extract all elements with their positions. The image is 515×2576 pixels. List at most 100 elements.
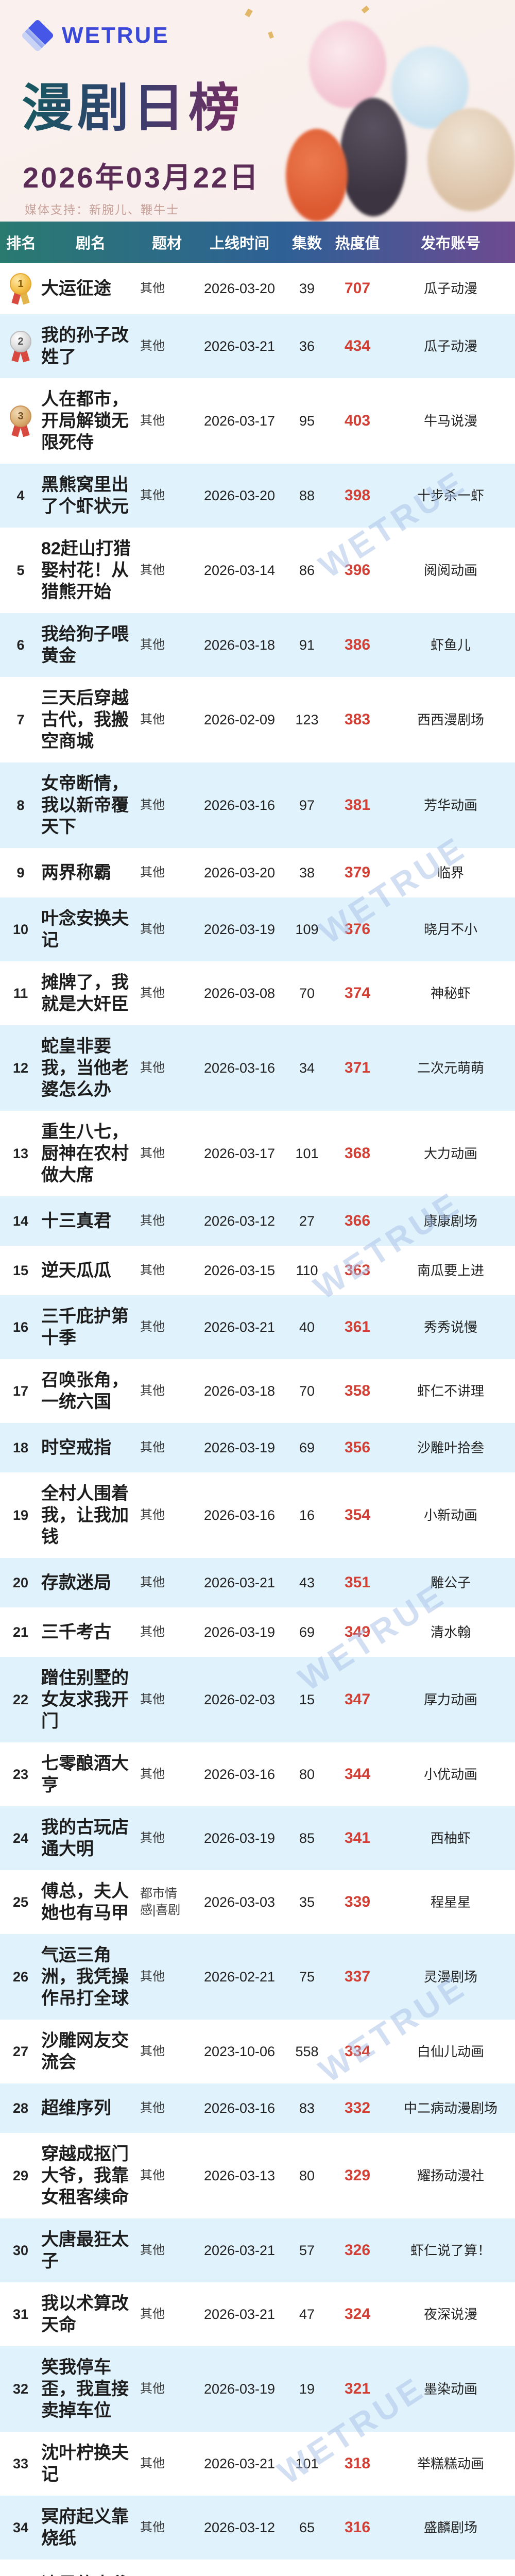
table-row: 27 沙雕网友交流会 其他 2023-10-06 558 334 白仙儿动画 — [0, 2020, 515, 2083]
media-support-line: 媒体支持：新腕儿、鞭牛士 — [25, 203, 179, 216]
cell-heat: 341 — [344, 1829, 371, 1846]
cell-episodes: 95 — [299, 413, 315, 429]
cell-heat: 351 — [344, 1574, 371, 1591]
cell-date: 2026-03-19 — [203, 921, 276, 937]
cell-rank: 5 — [16, 562, 25, 578]
cell-date: 2026-03-12 — [203, 1213, 276, 1229]
cell-publisher: 十步杀一虾 — [417, 488, 484, 503]
cell-publisher: 白仙儿动画 — [417, 2044, 484, 2059]
cell-heat: 381 — [344, 796, 371, 814]
cell-heat: 344 — [344, 1766, 371, 1783]
illustration-blob — [427, 108, 515, 211]
cell-title: 我的古玩店通大明 — [41, 1818, 129, 1859]
cell-date: 2026-03-14 — [203, 562, 276, 578]
cell-publisher: 秀秀说慢 — [423, 1319, 477, 1335]
cell-publisher: 沙雕叶拾叁 — [417, 1440, 484, 1455]
table-row: 25 傅总，夫人她也有马甲 都市情感|喜剧 2026-03-03 35 339 程星星 — [0, 1870, 515, 1934]
cell-episodes: 83 — [299, 2100, 315, 2116]
cell-genre: 其他 — [140, 2520, 165, 2534]
table-row: 7 三天后穿越古代，我搬空商城 其他 2026-02-09 123 383 西西漫剧场 — [0, 677, 515, 762]
table-row: 33 沈叶柠换夫记 其他 2026-03-21 101 318 举糕糕动画 — [0, 2432, 515, 2496]
cell-date: 2026-03-13 — [203, 2167, 276, 2183]
cell-rank: 26 — [12, 1969, 29, 1985]
cell-genre: 其他 — [140, 1575, 165, 1589]
medal-silver-icon: 2 — [9, 331, 32, 363]
cell-rank: 11 — [13, 985, 28, 1001]
cell-rank: 22 — [12, 1691, 29, 1707]
cell-heat: 363 — [344, 1262, 371, 1279]
cell-date: 2026-03-16 — [203, 797, 276, 813]
cell-publisher: 南瓜要上进 — [417, 1263, 484, 1278]
column-header-genre: 题材 — [151, 235, 182, 252]
cell-date: 2026-03-21 — [203, 338, 276, 354]
cell-publisher: 小新动画 — [423, 1507, 477, 1523]
cell-rank: 30 — [12, 2242, 29, 2258]
cell-title: 大运征途 — [41, 279, 111, 298]
cell-title: 存款迷局 — [41, 1573, 111, 1592]
cell-heat: 339 — [344, 1893, 371, 1910]
cell-title: 沙雕网友交流会 — [41, 2031, 129, 2072]
cell-publisher: 虾仁说了算！ — [410, 2243, 491, 2258]
cell-rank: 9 — [16, 865, 25, 880]
cell-rank: 32 — [12, 2381, 29, 2397]
cell-title: 清晨的大爷 — [41, 2573, 140, 2576]
cell-episodes: 34 — [299, 1060, 315, 1076]
cell-heat: 358 — [344, 1382, 371, 1399]
cell-episodes: 70 — [299, 985, 315, 1001]
cell-genre: 都市情感|喜剧 — [140, 1887, 181, 1917]
cell-episodes: 75 — [299, 1969, 315, 1985]
cell-genre: 其他 — [140, 798, 165, 812]
cell-title: 大唐最狂太子 — [41, 2230, 129, 2271]
cell-heat: 354 — [344, 1506, 371, 1523]
cell-genre: 其他 — [140, 2168, 165, 2182]
cell-title: 召唤张角，一统六国 — [41, 1370, 129, 1412]
cell-rank: 27 — [12, 2043, 29, 2059]
table-row: 32 笑我停车歪，我直接卖掉车位 其他 2026-03-19 19 321 墨染动画 — [0, 2346, 515, 2432]
cell-rank: 6 — [16, 637, 25, 653]
cell-date: 2026-03-15 — [203, 1262, 276, 1278]
cell-heat: 349 — [344, 1623, 371, 1640]
cell-heat: 324 — [344, 2306, 371, 2323]
cell-title: 时空戒指 — [41, 1438, 111, 1458]
cell-date: 2026-02-03 — [203, 1691, 276, 1707]
table-row: 20 存款迷局 其他 2026-03-21 43 351 雕公子 — [0, 1558, 515, 1607]
cell-episodes: 39 — [299, 280, 315, 296]
cell-date: 2026-03-17 — [203, 413, 276, 429]
cell-episodes: 43 — [299, 1574, 315, 1590]
cell-title: 七零酿酒大亨 — [41, 1754, 129, 1795]
cell-genre: 其他 — [140, 2456, 165, 2470]
cell-episodes: 47 — [299, 2306, 315, 2322]
cell-date: 2026-03-21 — [203, 2306, 276, 2322]
cell-genre: 其他 — [140, 1508, 165, 1522]
table-row: 13 重生八七，厨神在农村做大席 其他 2026-03-17 101 368 大力动画 — [0, 1111, 515, 1196]
cell-genre: 其他 — [140, 986, 165, 1000]
cell-date: 2026-03-08 — [203, 985, 276, 1001]
cell-heat: 371 — [344, 1059, 371, 1076]
cell-episodes: 558 — [295, 2043, 319, 2059]
cell-date: 2026-03-19 — [203, 1830, 276, 1846]
cell-genre: 其他 — [140, 1767, 165, 1781]
cell-title: 女帝断情，我以新帝覆天下 — [41, 774, 129, 837]
column-header-rank: 排名 — [6, 235, 37, 252]
cell-heat: 318 — [344, 2455, 371, 2472]
cell-date: 2026-03-20 — [203, 865, 276, 880]
cell-publisher: 康康剧场 — [423, 1213, 477, 1229]
medal-bronze-icon: 3 — [9, 405, 32, 437]
cell-episodes: 109 — [295, 921, 319, 937]
cell-title: 超维序列 — [41, 2098, 111, 2118]
column-header-title: 剧名 — [75, 235, 106, 252]
cell-publisher: 二次元萌萌 — [417, 1060, 484, 1076]
cell-rank: 14 — [12, 1213, 29, 1229]
cell-rank: 31 — [12, 2306, 29, 2322]
cell-title: 两界称霸 — [41, 863, 111, 883]
illustration-blob — [286, 129, 348, 222]
cell-genre: 其他 — [140, 713, 165, 726]
cell-title: 82赶山打猎娶村花！从猎熊开始 — [41, 539, 131, 602]
cell-rank: 4 — [16, 487, 25, 503]
illustration-blob — [340, 98, 407, 216]
table-row: 16 三千庇护第十季 其他 2026-03-21 40 361 秀秀说慢 — [0, 1295, 515, 1359]
cell-episodes: 88 — [299, 487, 315, 503]
cell-title: 蹭住别墅的女友求我开门 — [41, 1668, 129, 1731]
cell-genre: 其他 — [140, 281, 165, 295]
ranking-date: 2026年03月22日 — [23, 161, 261, 194]
